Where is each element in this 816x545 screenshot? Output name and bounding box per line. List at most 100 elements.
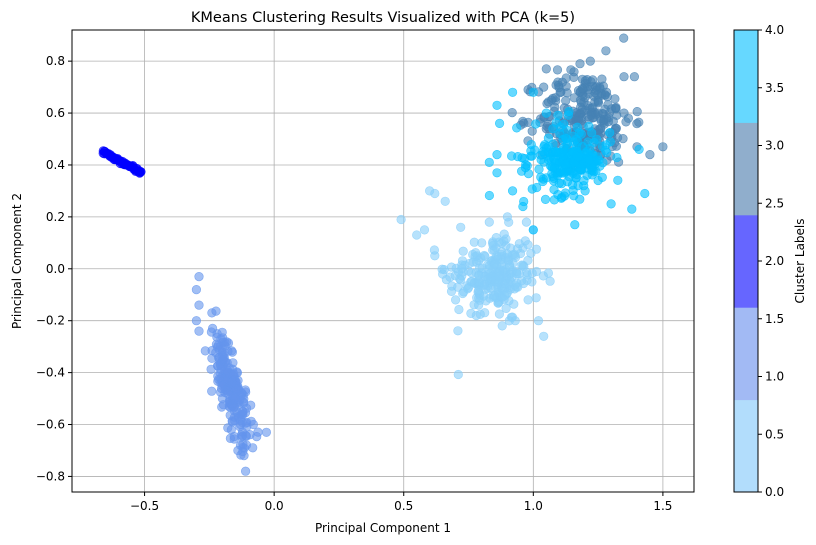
cluster-3-point	[507, 107, 517, 118]
cluster-0-point	[489, 291, 500, 301]
cluster-0-point	[438, 269, 448, 279]
colorbar-tick-label: 4.0	[765, 23, 784, 37]
cluster-4-point	[640, 188, 650, 199]
cluster-3-point	[618, 134, 628, 144]
cluster-0-point	[527, 268, 537, 278]
cluster-0-point	[486, 283, 496, 293]
y-axis-ticks: −0.8 −0.6 −0.4 −0.2 0.0 0.2 0.4 0.6 0.8	[36, 54, 72, 483]
cluster-1-point	[207, 345, 217, 356]
cluster-0-point	[458, 267, 468, 277]
cluster-4-point	[575, 164, 586, 174]
cluster-0-point	[453, 369, 463, 380]
cluster-3-point	[588, 75, 598, 85]
colorbar-tick-label: 1.0	[765, 370, 784, 384]
cluster-1-point	[235, 419, 246, 430]
cluster-3-point	[575, 59, 585, 69]
y-tick-label: −0.8	[36, 469, 65, 483]
cluster-3-point	[611, 123, 622, 133]
cluster-0-point	[523, 295, 533, 305]
cluster-4-point	[526, 151, 536, 161]
cluster-1-point	[222, 368, 233, 378]
cluster-4-point	[520, 163, 531, 173]
cluster-1-point	[194, 326, 204, 336]
cluster-0-point	[494, 272, 504, 282]
cluster-0-point	[458, 246, 468, 256]
data-points	[98, 33, 668, 476]
cluster-0-point	[539, 331, 549, 341]
cluster-1-point	[261, 427, 272, 437]
colorbar-segment	[734, 30, 758, 123]
cluster-3-point	[601, 87, 612, 97]
colorbar-tick-label: 0.0	[765, 485, 784, 499]
cluster-1-point	[229, 401, 239, 412]
cluster-4-point	[528, 225, 538, 235]
x-tick-label: 1.0	[524, 499, 543, 513]
cluster-4-point	[594, 155, 604, 165]
cluster-0-point	[430, 188, 440, 199]
cluster-4-point	[570, 220, 580, 230]
y-tick-label: 0.4	[46, 158, 65, 172]
cluster-0-point	[489, 245, 499, 255]
cluster-3-point	[543, 97, 554, 107]
cluster-1-point	[231, 384, 241, 395]
cluster-4-point	[575, 194, 585, 204]
cluster-1-point	[253, 427, 263, 437]
colorbar-tick-label: 3.5	[765, 81, 784, 95]
cluster-4-point	[549, 195, 559, 205]
cluster-0-point	[505, 262, 515, 272]
colorbar-ticks: 0.0 0.5 1.0 1.5 2.0 2.5 3.0 3.5 4.0	[758, 23, 784, 499]
cluster-3-point	[593, 108, 603, 118]
cluster-0-point	[480, 308, 490, 318]
cluster-1-point	[194, 300, 204, 310]
cluster-3-point	[539, 82, 549, 92]
cluster-0-point	[466, 268, 477, 278]
cluster-1-point	[194, 272, 204, 282]
y-tick-label: −0.4	[36, 366, 65, 380]
cluster-3-point	[658, 142, 668, 152]
cluster-0-point	[480, 251, 490, 261]
cluster-3-point	[566, 65, 576, 75]
cluster-4-point	[549, 184, 559, 195]
y-tick-label: 0.6	[46, 106, 65, 120]
cluster-4-point	[484, 190, 495, 201]
cluster-4-point	[572, 122, 582, 132]
cluster-1-point	[241, 466, 251, 476]
cluster-4-point	[541, 173, 551, 183]
cluster-3-point	[611, 102, 621, 112]
cluster-1-point	[246, 400, 256, 410]
cluster-3-point	[541, 64, 551, 74]
cluster-4-point	[507, 87, 518, 97]
cluster-4-point	[634, 144, 644, 154]
x-axis-ticks: −0.5 0.0 0.5 1.0 1.5	[130, 492, 672, 513]
cluster-4-point	[495, 118, 505, 128]
cluster-1-point	[222, 337, 232, 347]
cluster-0-point	[469, 237, 479, 247]
cluster-0-point	[396, 214, 406, 225]
cluster-1-point	[191, 285, 201, 295]
cluster-4-point	[512, 123, 522, 133]
cluster-3-point	[597, 74, 607, 84]
cluster-1-point	[227, 346, 237, 356]
cluster-1-point	[207, 308, 217, 318]
y-tick-label: 0.0	[46, 262, 65, 276]
x-tick-label: 0.5	[394, 499, 413, 513]
cluster-3-point	[645, 150, 655, 160]
cluster-0-point	[510, 280, 520, 290]
colorbar-segment	[734, 214, 758, 308]
cluster-0-point	[440, 196, 450, 206]
cluster-4-point	[584, 155, 594, 165]
cluster-0-point	[538, 271, 548, 281]
cluster-1-point	[191, 316, 201, 326]
cluster-3-point	[619, 108, 629, 118]
cluster-4-point	[605, 128, 615, 138]
cluster-3-point	[580, 92, 590, 103]
y-tick-label: −0.6	[36, 418, 65, 432]
cluster-4-point	[568, 131, 578, 141]
x-tick-label: 1.5	[653, 499, 672, 513]
cluster-3-point	[552, 65, 563, 75]
cluster-4-point	[484, 157, 494, 167]
cluster-0-point	[501, 303, 511, 314]
cluster-4-point	[528, 87, 538, 97]
cluster-4-point	[518, 201, 528, 212]
cluster-0-point	[453, 326, 463, 336]
